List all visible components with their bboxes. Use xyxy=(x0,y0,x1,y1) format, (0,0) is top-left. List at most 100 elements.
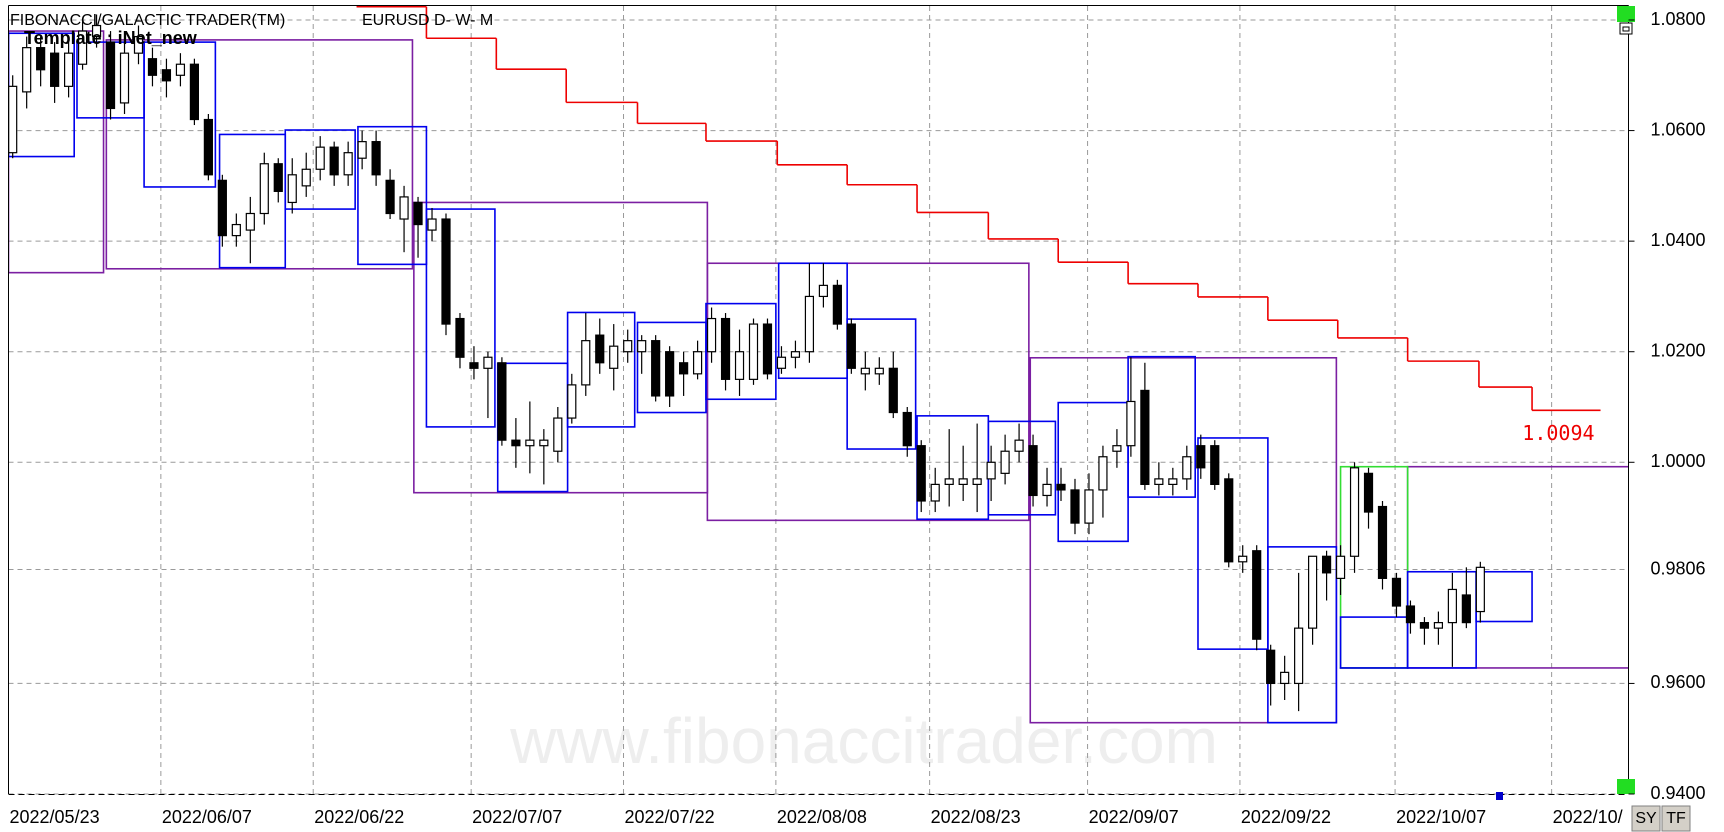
last-price-label: 0.9806 xyxy=(1651,558,1706,578)
candle-body xyxy=(734,351,745,380)
tf-button[interactable] xyxy=(1661,805,1691,832)
candle-body xyxy=(497,362,507,441)
candle-body xyxy=(972,478,982,486)
candle-body xyxy=(315,146,325,170)
candle-body xyxy=(357,141,367,159)
candle-body xyxy=(1266,649,1276,685)
candle-body xyxy=(609,345,619,369)
candle-body xyxy=(161,69,172,82)
candle-body xyxy=(1126,400,1136,447)
candle-body xyxy=(1335,555,1346,579)
candle-body xyxy=(343,152,353,176)
x-tick-label: 2022/06/07 xyxy=(162,807,252,827)
plot-area xyxy=(9,6,1628,724)
watermark: www.fibonaccitrader.com xyxy=(509,705,1218,777)
candle-body xyxy=(902,411,912,447)
y-tick-label: 1.0400 xyxy=(1651,230,1706,250)
candle-body xyxy=(217,179,227,237)
x-tick-labels: 2022/05/23 2022/06/07 2022/06/22 2022/07/07… xyxy=(10,807,1623,827)
candle-body xyxy=(189,63,200,121)
candle-body xyxy=(692,351,703,375)
candle-body xyxy=(105,41,116,110)
range-box xyxy=(566,311,636,428)
candle-body xyxy=(245,212,255,231)
x-tick-label: 2022/10/ xyxy=(1553,807,1623,827)
candle-body xyxy=(1377,505,1388,579)
range-box xyxy=(1406,465,1628,669)
resistance-label: 1.0094 xyxy=(1522,421,1594,445)
candle-body xyxy=(329,146,339,176)
time-marker xyxy=(1496,792,1503,800)
candle-body xyxy=(930,483,940,502)
candle-body xyxy=(231,223,241,237)
candle-body xyxy=(539,439,549,447)
candle-body xyxy=(1280,671,1290,685)
x-tick-label: 2022/08/08 xyxy=(777,807,867,827)
candle-body xyxy=(581,340,591,386)
candle-body xyxy=(706,317,717,353)
candle-body xyxy=(287,174,297,204)
candle-body xyxy=(1405,605,1416,624)
candle-body xyxy=(1447,588,1457,624)
candle-body xyxy=(595,334,605,364)
sy-button[interactable] xyxy=(1631,805,1661,832)
candle-body xyxy=(888,367,898,414)
window-icon[interactable] xyxy=(1619,22,1633,35)
candle-body xyxy=(1028,445,1038,497)
range-box xyxy=(705,302,777,401)
x-tick-label: 2022/09/22 xyxy=(1241,807,1331,827)
candle-body xyxy=(720,317,731,380)
candle-body xyxy=(371,141,381,176)
x-tick-label: 2022/09/07 xyxy=(1089,807,1179,827)
range-box xyxy=(846,318,917,450)
x-tick-label: 2022/10/07 xyxy=(1396,807,1486,827)
candle-body xyxy=(64,52,74,87)
range-box xyxy=(987,420,1057,516)
candle-body xyxy=(1084,489,1094,524)
candle-body xyxy=(860,367,870,375)
range-box xyxy=(1197,437,1269,650)
candle-body xyxy=(916,445,926,502)
chart-title: FIBONACCI/GALACTIC TRADER(TM) xyxy=(10,12,285,29)
grid xyxy=(8,6,1629,795)
y-tick-label: 1.0200 xyxy=(1651,340,1706,360)
candle-body xyxy=(22,47,32,93)
candle-body xyxy=(986,461,996,480)
candle-body xyxy=(1252,550,1262,640)
range-box xyxy=(143,41,217,188)
top-indicator[interactable] xyxy=(1617,6,1635,22)
range-box xyxy=(1267,546,1338,724)
x-tick-label: 2022/07/22 xyxy=(625,807,715,827)
candle-body xyxy=(301,168,311,187)
candle-body xyxy=(36,47,46,71)
candle-body xyxy=(790,351,801,358)
candle-body xyxy=(441,218,451,325)
y-tick-label: 0.9600 xyxy=(1651,672,1706,692)
candle-body xyxy=(1349,467,1360,557)
candle-body xyxy=(1419,622,1430,629)
candle-body xyxy=(1224,478,1234,563)
candle-body xyxy=(385,179,395,215)
tf-button-label: TF xyxy=(1666,810,1686,827)
y-tick-label: 1.0600 xyxy=(1651,119,1706,139)
x-tick-label: 2022/07/07 xyxy=(472,807,562,827)
bottom-indicator[interactable] xyxy=(1617,779,1635,794)
candle-body xyxy=(483,356,493,369)
candle-body xyxy=(567,384,577,419)
candle-body xyxy=(399,196,409,220)
candle-body xyxy=(944,478,954,486)
candle-body xyxy=(1112,445,1122,452)
candle-body xyxy=(804,295,815,353)
candle-body xyxy=(832,284,842,325)
candle-body xyxy=(203,118,213,176)
range-box xyxy=(9,30,105,274)
candle-body xyxy=(427,218,437,231)
candle-body xyxy=(259,163,269,215)
window-icon-inner xyxy=(1622,26,1630,32)
candle-body xyxy=(553,417,563,452)
candle-body xyxy=(147,58,158,76)
candle-body xyxy=(1238,555,1248,563)
candle-body xyxy=(1210,445,1220,486)
candle-body xyxy=(1154,478,1164,486)
x-tick-label: 2022/08/23 xyxy=(931,807,1021,827)
